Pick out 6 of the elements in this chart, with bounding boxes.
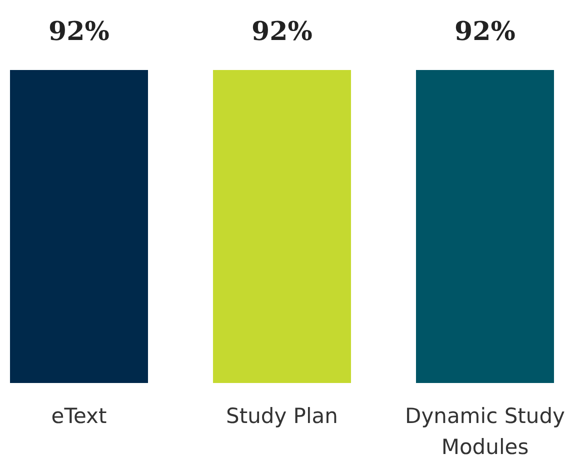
data-label: 92% — [48, 17, 110, 47]
x-tick-label: eText — [51, 404, 107, 428]
data-label: 92% — [454, 17, 516, 47]
x-tick-label: Dynamic Study Modules — [405, 404, 565, 459]
data-label: 92% — [252, 17, 313, 47]
x-tick-label: Study Plan — [226, 404, 338, 428]
